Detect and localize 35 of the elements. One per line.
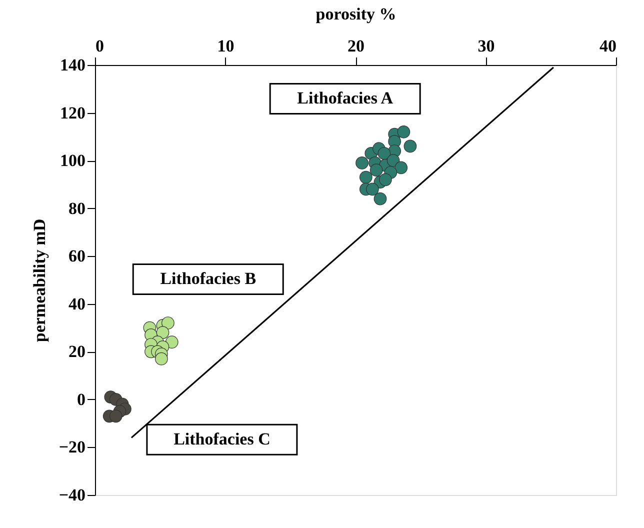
point [394,161,408,174]
y-tick-label: 0 [77,390,86,409]
y-tick-label: 40 [68,294,86,314]
point [374,192,387,206]
series-label: Lithofacies B [160,269,256,288]
series-label: Lithofacies A [297,88,394,108]
point [404,140,417,153]
point [156,326,170,339]
y-tick-label: −20 [58,438,86,457]
point [359,170,372,184]
point [356,156,368,170]
point [379,173,392,186]
y-tick-label: 60 [68,246,86,266]
point [397,125,410,138]
y-tick-label: 120 [60,103,86,122]
point [366,182,379,196]
x-axis-title: porosity % [316,4,396,24]
point [109,410,122,423]
y-tick-label: 80 [68,198,86,218]
y-tick-label: 20 [68,342,86,362]
y-axis-title: permeability mD [30,218,49,342]
y-tick-label: 140 [60,56,86,74]
point [162,316,174,330]
point [155,352,168,366]
x-tick-label: 30 [478,36,495,56]
x-tick-label: 0 [96,36,104,56]
text: Lithofacies C [174,430,270,449]
point [378,146,391,160]
y-tick-label: 100 [60,151,86,170]
x-tick-label: 40 [600,36,616,56]
y-tick-label: −40 [58,486,86,504]
point [386,154,400,167]
x-tick-label: 10 [217,36,234,56]
x-tick-label: 20 [348,36,364,56]
point [370,164,383,177]
